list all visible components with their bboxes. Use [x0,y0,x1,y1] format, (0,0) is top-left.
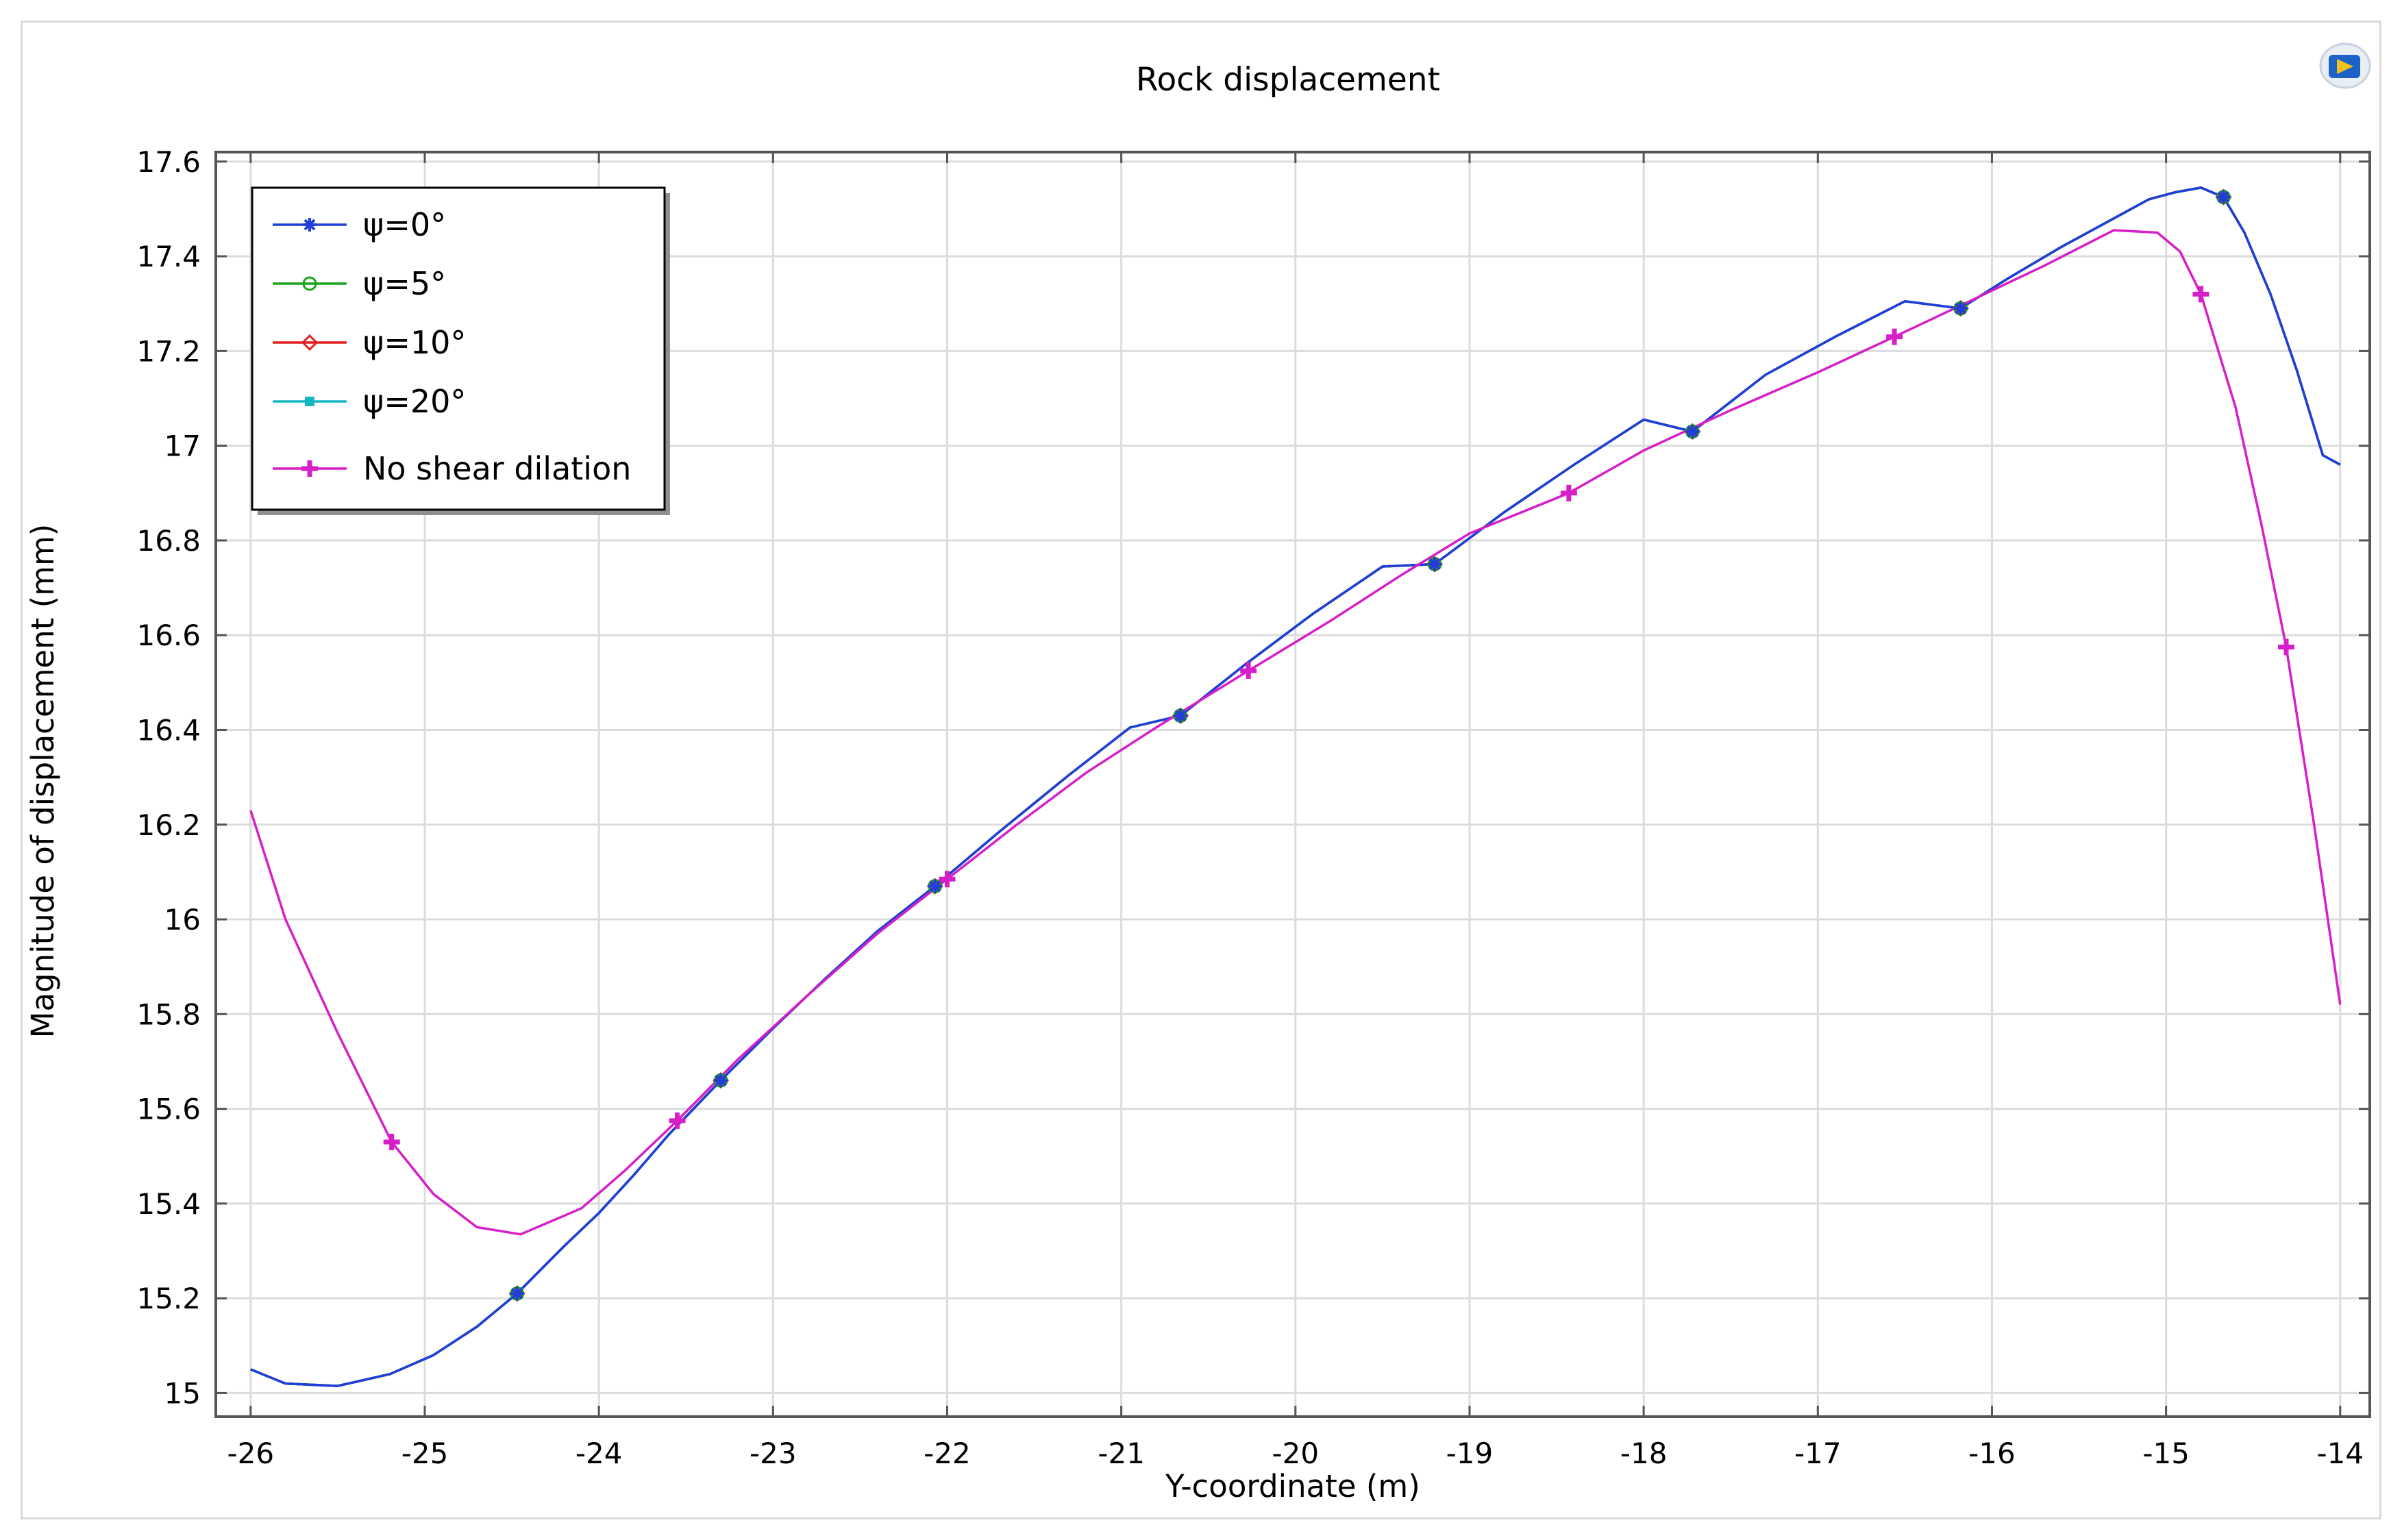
data-point-series-0 [1685,424,1700,438]
data-point-series-4 [669,1112,686,1129]
y-tick-label: 16.2 [136,808,201,842]
y-tick-label: 16.4 [136,713,201,747]
x-tick-label: -26 [227,1437,275,1470]
legend-label: ψ=20° [363,383,466,420]
y-tick-label: 15.6 [136,1093,201,1126]
y-tick-label: 15.2 [136,1282,201,1315]
y-tick-label: 15.8 [136,997,201,1031]
x-tick-label: -14 [2316,1437,2364,1470]
data-point-series-4 [383,1133,400,1150]
data-point-series-4 [939,871,956,888]
app-logo-icon [2319,42,2371,89]
x-tick-label: -21 [1098,1437,1145,1470]
data-point-series-0 [1953,301,1968,316]
y-tick-label: 17 [164,430,201,463]
series-lines [249,186,2342,1387]
data-point-series-0 [714,1073,728,1088]
data-point-series-0 [2216,190,2231,204]
x-tick-label: -24 [575,1437,623,1470]
series-markers [383,188,2295,1302]
y-tick-label: 16 [164,903,201,936]
data-point-series-0 [510,1287,524,1301]
x-tick-label: -19 [1446,1437,1494,1470]
y-tick-label: 16.6 [136,619,201,652]
data-point-series-4 [1886,328,1903,345]
chart-title: Rock displacement [1136,61,1440,99]
data-point-series-0 [928,879,942,893]
data-point-series-4 [2192,286,2209,303]
chart-frame [21,21,2381,1519]
data-point-series-4 [1240,662,1257,680]
x-tick-label: -15 [2142,1437,2190,1470]
legend-swatch-marker [301,460,318,477]
y-tick-label: 17.2 [136,334,201,368]
legend-label: No shear dilation [363,450,631,487]
legend-swatch-marker [303,218,317,232]
legend-swatch-marker [305,397,314,406]
legend-label: ψ=5° [363,265,446,302]
y-tick-label: 16.8 [136,524,201,558]
y-tick-label: 15 [164,1376,201,1410]
x-tick-label: -18 [1620,1437,1668,1470]
y-axis-title: Magnitude of displacement (mm) [25,524,61,1039]
x-tick-label: -22 [924,1437,971,1470]
data-point-series-4 [2278,638,2295,656]
y-axis-tick-labels: 15 15.2 15.4 15.6 15.8 16 16.2 16.4 16.6 16.8 17 17… [136,145,201,1411]
x-tick-label: -16 [1968,1437,2016,1470]
data-point-series-0 [1428,557,1442,571]
y-tick-label: 17.4 [136,240,201,273]
legend-box [251,186,666,511]
series-line-4 [249,229,2342,1236]
legend-swatch-marker [301,334,319,351]
x-tick-label: -20 [1272,1437,1320,1470]
axis-ticks [216,152,2370,1417]
data-point-series-4 [1560,484,1577,501]
x-axis-tick-labels: -26 -25 -24 -23 -22 -21 -20 -19 -18 -17 -16 -15 -14 [227,1437,2364,1470]
x-tick-label: -23 [750,1437,797,1470]
plot-border [214,151,2371,1418]
series-line-0 [250,186,2341,1387]
legend-label: ψ=0° [363,206,446,243]
x-axis-title: Y-coordinate (m) [1165,1468,1420,1504]
legend-swatch-marker [302,276,317,291]
legend: ψ=0° ψ=5° ψ=10° ψ=20° No shear dilation [251,186,670,515]
y-tick-label: 15.4 [136,1187,201,1221]
data-point-series-0 [1174,708,1188,723]
y-tick-label: 17.6 [136,145,201,179]
legend-label: ψ=10° [363,324,466,361]
x-tick-label: -17 [1794,1437,1842,1470]
x-tick-label: -25 [401,1437,449,1470]
